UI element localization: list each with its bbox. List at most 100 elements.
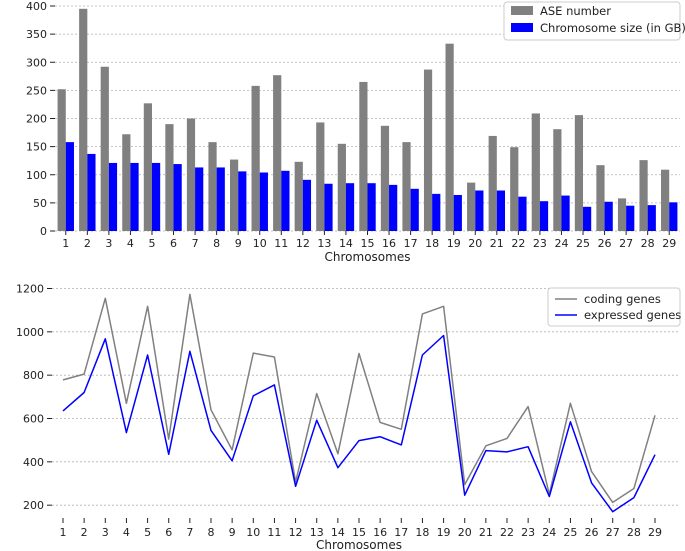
x-tick-label: 29 — [662, 237, 676, 250]
y-tick-label: 250 — [26, 84, 47, 97]
bar-ase-number — [165, 124, 174, 231]
x-tick-label: 28 — [641, 237, 655, 250]
y-tick-label: 0 — [40, 225, 47, 238]
x-tick-label: 20 — [468, 237, 482, 250]
y-tick-label: 600 — [23, 413, 44, 426]
bar-ase-number — [617, 198, 627, 231]
y-tick-label: 300 — [26, 56, 47, 69]
x-tick-label: 14 — [331, 526, 345, 539]
y-tick-label: 400 — [23, 456, 44, 469]
x-tick-label: 27 — [606, 526, 620, 539]
x-tick-label: 3 — [105, 237, 112, 250]
x-tick-label: 26 — [585, 526, 599, 539]
bar-chromosome-size — [151, 162, 161, 231]
bar-ase-number — [143, 103, 152, 231]
x-tick-label: 22 — [500, 526, 514, 539]
bar-chromosome-size — [195, 167, 204, 231]
bar-chromosome-size — [238, 171, 247, 231]
bar-chromosome-size — [108, 162, 118, 231]
x-tick-label: 19 — [447, 237, 461, 250]
x-tick-label: 14 — [339, 237, 353, 250]
bar-chromosome-size — [324, 183, 333, 231]
x-tick-label: 4 — [127, 237, 134, 250]
y-tick-label: 100 — [26, 169, 47, 182]
bar-chromosome-size — [130, 162, 139, 231]
bar-ase-number — [208, 142, 217, 231]
x-tick-label: 21 — [479, 526, 493, 539]
x-tick-label: 12 — [289, 526, 303, 539]
x-tick-label: 13 — [317, 237, 331, 250]
x-axis-title: Chromosomes — [325, 250, 411, 264]
bar-ase-number — [229, 159, 239, 231]
x-tick-label: 7 — [186, 526, 193, 539]
bar-chromosome-size — [367, 183, 376, 231]
bar-ase-number — [574, 115, 584, 231]
x-tick-label: 3 — [102, 526, 109, 539]
x-tick-label: 9 — [229, 526, 236, 539]
legend-swatch — [511, 6, 533, 15]
x-tick-label: 2 — [84, 237, 91, 250]
x-tick-label: 23 — [521, 526, 535, 539]
x-tick-label: 18 — [425, 237, 439, 250]
legend-label: coding genes — [584, 292, 661, 306]
y-tick-label: 150 — [26, 141, 47, 154]
x-tick-label: 21 — [490, 237, 504, 250]
y-tick-label: 200 — [23, 499, 44, 512]
bar-ase-number — [57, 89, 66, 231]
legend-label: ASE number — [540, 4, 611, 18]
series-line-expressed-genes — [62, 334, 656, 513]
bar-chromosome-size — [604, 201, 613, 231]
bar-ase-number — [402, 142, 411, 231]
bar-ase-number — [531, 113, 540, 231]
x-tick-label: 23 — [533, 237, 547, 250]
bar-ase-number — [596, 165, 605, 231]
x-tick-label: 18 — [415, 526, 429, 539]
bar-ase-number — [122, 134, 131, 231]
x-tick-label: 17 — [404, 237, 418, 250]
x-tick-label: 8 — [208, 526, 215, 539]
bar-ase-number — [273, 75, 282, 231]
bar-chromosome-size — [259, 172, 268, 231]
bar-ase-number — [553, 129, 562, 231]
legend-label: expressed genes — [584, 308, 681, 322]
x-tick-label: 17 — [394, 526, 408, 539]
x-tick-label: 19 — [437, 526, 451, 539]
x-tick-label: 24 — [554, 237, 568, 250]
bar-ase-number — [251, 85, 260, 231]
x-tick-label: 22 — [511, 237, 525, 250]
bar-ase-number — [79, 8, 88, 231]
bar-ase-number — [467, 182, 476, 231]
x-tick-label: 9 — [235, 237, 242, 250]
x-tick-label: 16 — [373, 526, 387, 539]
bar-chromosome-size — [539, 201, 549, 231]
bar-chromosome-size — [669, 202, 678, 231]
x-tick-label: 5 — [148, 237, 155, 250]
x-tick-label: 11 — [274, 237, 288, 250]
bar-chromosome-size — [518, 196, 527, 231]
bar-chromosome-size — [65, 142, 74, 231]
bar-ase-number — [510, 147, 519, 231]
legend — [503, 1, 681, 41]
x-tick-label: 16 — [382, 237, 396, 250]
x-tick-label: 13 — [310, 526, 324, 539]
legend-swatch — [511, 23, 533, 32]
x-tick-label: 4 — [123, 526, 130, 539]
bar-chromosome-size — [281, 170, 290, 231]
x-tick-label: 6 — [165, 526, 172, 539]
y-tick-label: 800 — [23, 369, 44, 382]
bar-ase-number — [100, 66, 109, 231]
bar-chromosome-size — [561, 195, 570, 231]
x-tick-label: 29 — [648, 526, 662, 539]
bar-ase-number — [186, 118, 196, 231]
y-tick-label: 1200 — [16, 283, 44, 296]
bar-chromosome-size — [345, 183, 355, 231]
bar-chromosome-size — [302, 179, 312, 231]
x-tick-label: 24 — [542, 526, 556, 539]
bar-ase-number — [661, 169, 670, 231]
y-tick-label: 350 — [26, 28, 47, 41]
x-tick-label: 20 — [458, 526, 472, 539]
legend-label: Chromosome size (in GB) — [540, 21, 685, 35]
bar-chromosome-size — [432, 193, 441, 231]
